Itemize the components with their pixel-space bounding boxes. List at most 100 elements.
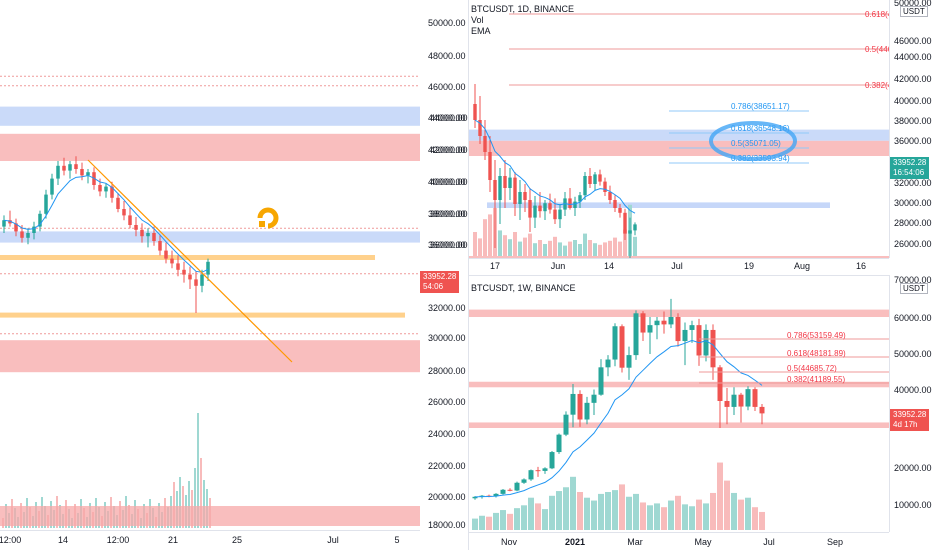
weekly-candle xyxy=(563,414,569,435)
daily-candle xyxy=(613,200,617,208)
panel-divider[interactable] xyxy=(468,0,469,550)
weekly-right-tick: 20000.00 xyxy=(894,463,932,473)
left-volume-bar xyxy=(200,458,202,528)
weekly-candle xyxy=(493,493,499,497)
daily-right-tick: 32000.00 xyxy=(894,178,932,188)
daily-candle xyxy=(628,230,632,234)
weekly-volume-bar xyxy=(696,499,702,530)
daily-unit-label[interactable]: USDT xyxy=(900,6,928,17)
daily-countdown: 16:54:06 xyxy=(893,168,925,177)
weekly-candle xyxy=(626,355,632,368)
daily-candle xyxy=(513,177,517,204)
weekly-volume-bar xyxy=(752,507,758,530)
daily-fib-label: 0.786(38651.17) xyxy=(731,102,790,111)
left-chart-panel[interactable] xyxy=(0,0,420,530)
left-candle xyxy=(26,233,30,238)
left-ema-line xyxy=(3,174,209,273)
weekly-left-tick: 32000.00 xyxy=(428,303,466,313)
weekly-right-tick: 40000.00 xyxy=(894,385,932,395)
weekly-symbol-line: BTCUSDT, 1W, BINANCE xyxy=(471,283,576,293)
daily-right-tick: 26000.00 xyxy=(894,239,932,249)
weekly-left-tick: 22000.00 xyxy=(428,461,466,471)
weekly-left-tick: 24000.00 xyxy=(428,429,466,439)
daily-volume-bar xyxy=(608,240,612,256)
left-candlestick-chart[interactable] xyxy=(0,0,420,530)
left-candle xyxy=(176,263,180,270)
daily-left-tick: 50000.00 xyxy=(428,18,466,28)
weekly-candle xyxy=(619,326,625,368)
daily-volume-bar xyxy=(558,242,562,256)
weekly-candle xyxy=(500,489,506,494)
daily-volume-bar xyxy=(588,240,592,256)
weekly-volume-bar xyxy=(661,507,667,530)
weekly-time-tick: Nov xyxy=(500,537,518,547)
weekly-candle xyxy=(745,389,751,407)
daily-right-tick: 50000.00 xyxy=(894,0,932,8)
daily-left-tick: 36000.00 xyxy=(428,240,466,250)
daily-right-tick: 44000.00 xyxy=(894,52,932,62)
daily-chart-panel[interactable]: 0.786(38651.17) 0.618(36548.16) 0.5(35071.… xyxy=(469,0,889,258)
weekly-left-tick: 28000.00 xyxy=(428,366,466,376)
left-zone xyxy=(0,133,420,161)
daily-time-tick: Jun xyxy=(550,261,566,271)
left-candle xyxy=(164,250,168,259)
daily-candle xyxy=(528,200,532,218)
daily-candle xyxy=(588,176,592,184)
daily-volume-bar xyxy=(513,232,517,256)
daily-vol-label: Vol xyxy=(471,15,484,25)
left-candle xyxy=(158,241,162,251)
daily-time-tick: 19 xyxy=(743,261,755,271)
daily-left-tick: 44000.00 xyxy=(428,113,466,123)
daily-candle xyxy=(618,208,622,213)
left-candle xyxy=(56,165,60,179)
daily-candle xyxy=(568,198,572,208)
left-candle xyxy=(206,261,210,275)
weekly-candle xyxy=(759,406,765,414)
left-volume-bar xyxy=(173,482,175,528)
daily-time-tick: Aug xyxy=(793,261,811,271)
daily-left-tick: 42000.00 xyxy=(428,145,466,155)
weekly-volume-bar xyxy=(486,516,492,530)
weekly-chart-panel[interactable]: 0.786(53159.49) 0.618(48181.89) 0.5(44685.… xyxy=(469,275,889,532)
weekly-legend: BTCUSDT, 1W, BINANCE xyxy=(471,283,576,294)
weekly-zone xyxy=(469,422,889,428)
weekly-candlestick-chart[interactable]: 0.786(53159.49) 0.618(48181.89) 0.5(44685.… xyxy=(469,275,889,532)
weekly-volume-bar xyxy=(563,487,569,530)
weekly-ema-line xyxy=(474,339,763,498)
weekly-volume-bar xyxy=(710,492,716,530)
weekly-volume-bar xyxy=(493,512,499,530)
left-zone xyxy=(0,231,420,243)
daily-ema-line xyxy=(474,119,636,214)
daily-time-axis[interactable]: 17 Jun 14 Jul 19 Aug 16 xyxy=(469,258,889,276)
daily-right-tick: 28000.00 xyxy=(894,218,932,228)
weekly-volume-bar xyxy=(759,511,765,530)
left-candle xyxy=(104,186,108,192)
daily-candle xyxy=(498,176,502,200)
left-candle xyxy=(98,185,102,192)
left-time-axis[interactable]: 12:00 14 12:00 21 25 Jul 5 xyxy=(0,530,420,551)
daily-time-tick: Jul xyxy=(671,261,683,271)
daily-volume-bar xyxy=(523,237,527,256)
weekly-candle xyxy=(584,402,590,420)
daily-time-tick: 14 xyxy=(603,261,615,271)
left-last-price-tag: 33952.28 54:06 xyxy=(420,271,460,293)
daily-volume-bar xyxy=(633,236,637,256)
weekly-fib-label: 0.786(53159.49) xyxy=(787,331,846,340)
weekly-candle xyxy=(556,434,562,453)
weekly-volume-bar xyxy=(689,506,695,530)
daily-fib-label-high: 0.618(48 xyxy=(865,10,889,19)
left-candle xyxy=(200,274,204,286)
weekly-right-axis[interactable]: 70000.00 USDT 60000.00 50000.00 40000.00… xyxy=(889,275,932,532)
weekly-candle xyxy=(598,367,604,395)
left-candle xyxy=(32,226,36,233)
weekly-right-tick: 10000.00 xyxy=(894,500,932,510)
daily-candlestick-chart[interactable]: 0.786(38651.17) 0.618(36548.16) 0.5(35071.… xyxy=(469,0,889,258)
left-candle xyxy=(122,209,126,216)
daily-right-axis[interactable]: USDT 50000.00 46000.00 44000.00 42000.00… xyxy=(889,0,932,258)
daily-candle xyxy=(488,152,492,180)
left-volume-zone xyxy=(0,506,420,526)
weekly-volume-bar xyxy=(633,493,639,530)
daily-volume-bar xyxy=(508,239,512,256)
weekly-unit-label[interactable]: USDT xyxy=(900,283,928,294)
weekly-time-axis[interactable]: Nov 2021 Mar May Jul Sep xyxy=(469,532,889,551)
